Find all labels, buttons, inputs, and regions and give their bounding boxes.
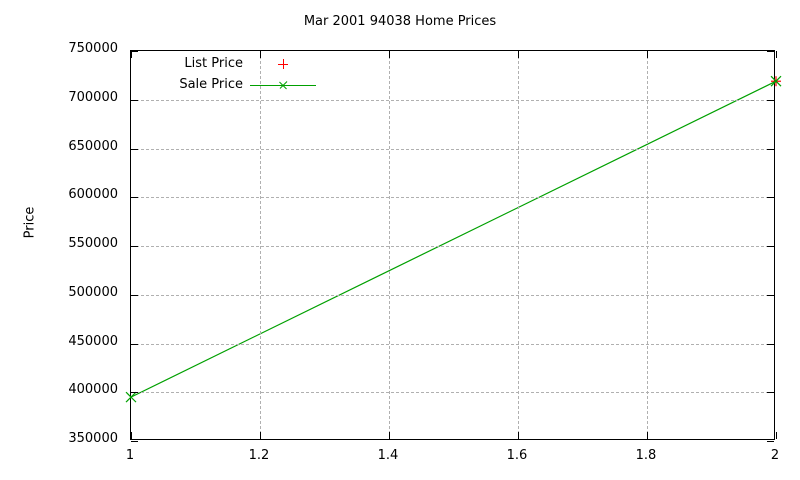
chart-title: Mar 2001 94038 Home Prices [303, 14, 497, 29]
y-axis-tick [131, 99, 138, 101]
y-axis-tick [131, 51, 138, 52]
y-axis-tick-label: 600000 [68, 187, 118, 203]
y-axis-tick [131, 294, 138, 296]
x-axis-tick [647, 51, 648, 58]
y-axis-tick [767, 294, 774, 296]
y-axis-tick [131, 246, 138, 247]
x-axis-tick-label: 1 [125, 448, 135, 463]
gridline-horizontal [131, 148, 774, 150]
gridline-horizontal [131, 294, 774, 296]
legend-sample-sale-price [250, 77, 316, 94]
y-axis-tick [131, 392, 138, 394]
x-axis-tick-label: 2 [770, 448, 780, 463]
x-axis-tick [389, 51, 390, 58]
x-axis-tick [389, 432, 390, 439]
x-axis-tick [518, 51, 519, 58]
x-axis-tick [518, 432, 519, 439]
y-axis-tick [131, 343, 138, 345]
y-axis-tick-label: 500000 [68, 284, 118, 300]
legend-item-sale-price: Sale Price [150, 77, 316, 98]
y-axis-tick-label: 650000 [68, 138, 118, 154]
gridline-horizontal [131, 392, 774, 394]
legend-sample-list-price [250, 56, 316, 73]
gridline-horizontal [131, 246, 774, 247]
y-axis-tick-label: 400000 [68, 382, 118, 398]
gridline-horizontal [131, 99, 774, 101]
gridline-vertical [647, 51, 648, 439]
y-axis-tick [767, 51, 774, 52]
data-point-marker [770, 75, 782, 87]
y-axis-tick [131, 441, 138, 442]
y-axis-tick [131, 197, 138, 199]
y-axis-tick [767, 441, 774, 442]
y-axis-tick-label: 450000 [68, 333, 118, 349]
x-axis-tick [260, 51, 261, 58]
y-axis-tick [767, 99, 774, 101]
x-axis-tick-label: 1.4 [377, 448, 399, 463]
x-axis-tick-label: 1.8 [635, 448, 657, 463]
legend-line-segment [250, 85, 316, 86]
chart-legend: List Price Sale Price [150, 56, 316, 98]
gridline-vertical [389, 51, 390, 439]
x-axis-tick [131, 432, 132, 439]
y-axis-tick-label: 750000 [68, 41, 118, 56]
x-axis-tick-label: 1.6 [506, 448, 528, 463]
x-axis-tick [260, 432, 261, 439]
y-axis-tick-label: 700000 [68, 89, 118, 105]
x-axis-tick [131, 51, 132, 58]
y-axis-tick-label: 350000 [68, 431, 118, 446]
x-axis-tick [776, 51, 777, 58]
y-axis-tick [767, 148, 774, 150]
legend-label: List Price [184, 56, 243, 71]
y-axis-tick [767, 197, 774, 199]
gridline-horizontal [131, 197, 774, 199]
y-axis-tick [767, 392, 774, 394]
y-axis-tick [767, 343, 774, 345]
gridline-vertical [260, 51, 261, 439]
legend-label: Sale Price [179, 77, 243, 92]
x-axis-tick-label: 1.2 [248, 448, 270, 463]
series-line [130, 80, 777, 398]
y-axis-tick-label: 550000 [68, 236, 118, 251]
x-axis-tick [776, 432, 777, 439]
gridline-vertical [518, 51, 519, 439]
plot-area [125, 50, 782, 442]
legend-item-list-price: List Price [150, 56, 315, 77]
y-axis-tick [131, 148, 138, 150]
y-axis-tick [767, 246, 774, 247]
data-point-marker [125, 391, 137, 403]
gridline-horizontal [131, 343, 774, 345]
x-axis-tick [647, 432, 648, 439]
